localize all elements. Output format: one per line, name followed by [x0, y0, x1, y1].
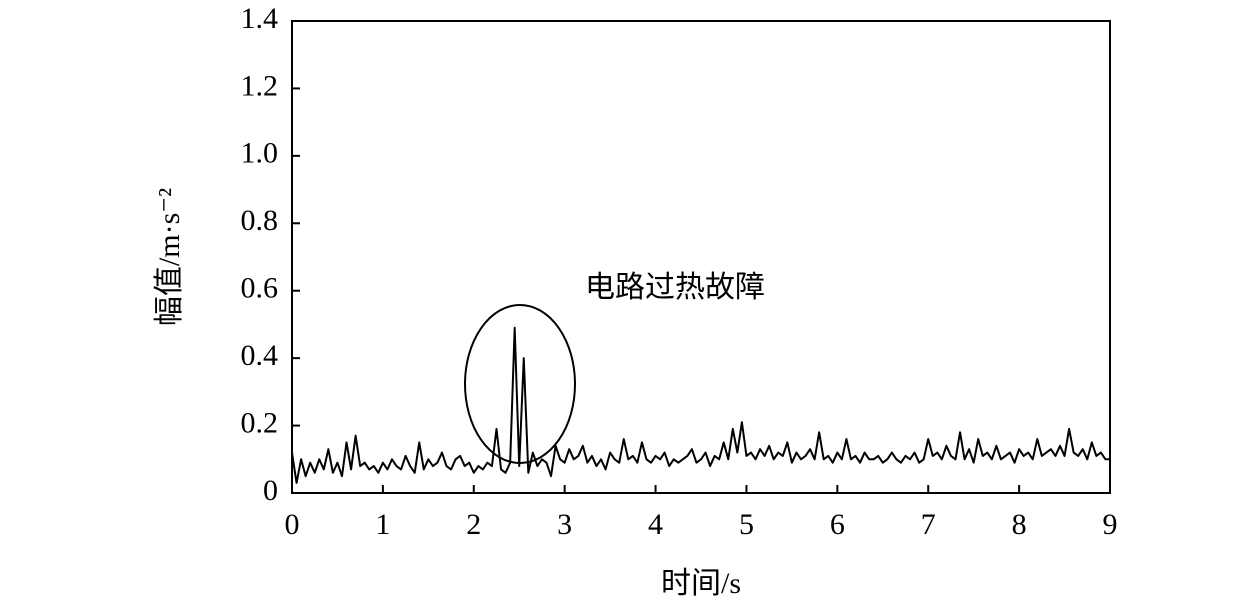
x-tick-label: 5: [739, 508, 754, 541]
y-tick-label: 0.4: [241, 339, 279, 372]
x-tick-label: 7: [921, 508, 936, 541]
x-tick-label: 6: [830, 508, 845, 541]
x-tick-label: 4: [648, 508, 663, 541]
x-tick-label: 8: [1012, 508, 1027, 541]
y-tick-label: 0.8: [241, 204, 279, 237]
x-axis-label: 时间/s: [661, 567, 741, 600]
y-axis-label: 幅值/m·s⁻²: [153, 188, 186, 326]
y-tick-label: 0.6: [241, 272, 279, 305]
x-tick-label: 0: [285, 508, 300, 541]
signal-line: [291, 326, 1110, 484]
y-tick-label: 0.2: [241, 406, 279, 439]
plot-frame: [291, 20, 1111, 494]
y-tick-label: 1.2: [241, 69, 279, 102]
annotation: 电路过热故障: [585, 271, 765, 304]
x-tick-label: 3: [557, 508, 572, 541]
y-tick-label: 0: [263, 474, 278, 507]
y-tick-label: 1.4: [241, 2, 279, 35]
y-tick-label: 1.0: [241, 137, 279, 170]
x-tick-label: 1: [375, 508, 390, 541]
x-tick-label: 2: [466, 508, 481, 541]
x-tick-label: 9: [1103, 508, 1118, 541]
